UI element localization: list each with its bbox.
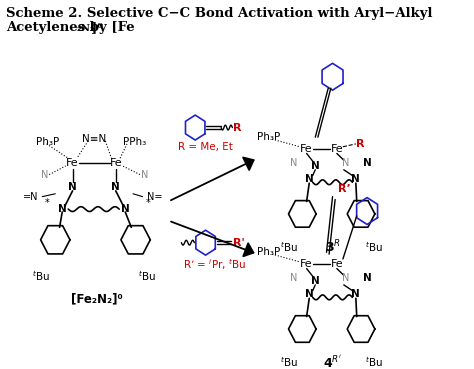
Text: =N: =N <box>22 192 38 201</box>
Text: $\mathbf{4}^{R'}$: $\mathbf{4}^{R'}$ <box>323 355 342 369</box>
Text: N≡N: N≡N <box>82 134 106 144</box>
Text: R': R' <box>233 238 245 248</box>
Text: R’ = $^i$Pr, $^t$Bu: R’ = $^i$Pr, $^t$Bu <box>182 257 246 272</box>
Text: ₂N₂: ₂N₂ <box>77 24 95 33</box>
Text: N: N <box>290 158 297 168</box>
Text: R: R <box>233 123 242 132</box>
Text: Fe: Fe <box>301 259 313 269</box>
Text: N: N <box>311 161 319 171</box>
Text: R’: R’ <box>338 184 350 194</box>
Text: Fe: Fe <box>330 144 343 154</box>
Text: $^t$Bu: $^t$Bu <box>32 269 50 283</box>
Text: N: N <box>352 175 360 184</box>
Text: Ph₃P: Ph₃P <box>257 132 281 142</box>
Text: N: N <box>290 273 297 283</box>
Text: N: N <box>68 182 77 192</box>
Text: $^t$Bu: $^t$Bu <box>280 241 298 254</box>
Text: Fe: Fe <box>330 259 343 269</box>
Text: N: N <box>41 170 49 180</box>
Text: Ph₃P: Ph₃P <box>257 247 281 257</box>
Text: N: N <box>363 273 372 283</box>
Text: PPh₃: PPh₃ <box>123 137 146 147</box>
Text: N: N <box>141 170 148 180</box>
Text: N: N <box>342 273 349 283</box>
Text: $^t$Bu: $^t$Bu <box>138 269 156 283</box>
Text: N: N <box>111 182 120 192</box>
Text: ]⁰: ]⁰ <box>91 21 103 34</box>
Text: N: N <box>363 158 372 168</box>
Text: $^t$Bu: $^t$Bu <box>280 356 298 369</box>
Text: N: N <box>305 175 314 184</box>
Text: N: N <box>342 158 349 168</box>
Text: $^t$Bu: $^t$Bu <box>365 356 383 369</box>
Text: R = Me, Et: R = Me, Et <box>178 142 233 152</box>
Text: R: R <box>356 139 365 149</box>
Text: *: * <box>146 199 151 208</box>
Text: $\mathbf{3}^R$: $\mathbf{3}^R$ <box>325 239 341 256</box>
Text: N: N <box>121 204 129 214</box>
Text: N: N <box>58 204 66 214</box>
Text: Ph₃P: Ph₃P <box>36 137 60 147</box>
Text: [Fe₂N₂]⁰: [Fe₂N₂]⁰ <box>71 293 123 306</box>
Text: Fe: Fe <box>301 144 313 154</box>
Text: Fe: Fe <box>66 158 79 168</box>
Text: N: N <box>305 289 314 300</box>
Text: Acetylenes by [Fe: Acetylenes by [Fe <box>6 21 135 34</box>
Text: Fe: Fe <box>109 158 122 168</box>
Text: N: N <box>352 289 360 300</box>
Text: N: N <box>311 276 319 286</box>
Text: *: * <box>44 199 49 208</box>
Text: Scheme 2. Selective C−C Bond Activation with Aryl−Alkyl: Scheme 2. Selective C−C Bond Activation … <box>6 7 433 20</box>
Text: N=: N= <box>147 192 162 201</box>
Text: $^t$Bu: $^t$Bu <box>365 241 383 254</box>
